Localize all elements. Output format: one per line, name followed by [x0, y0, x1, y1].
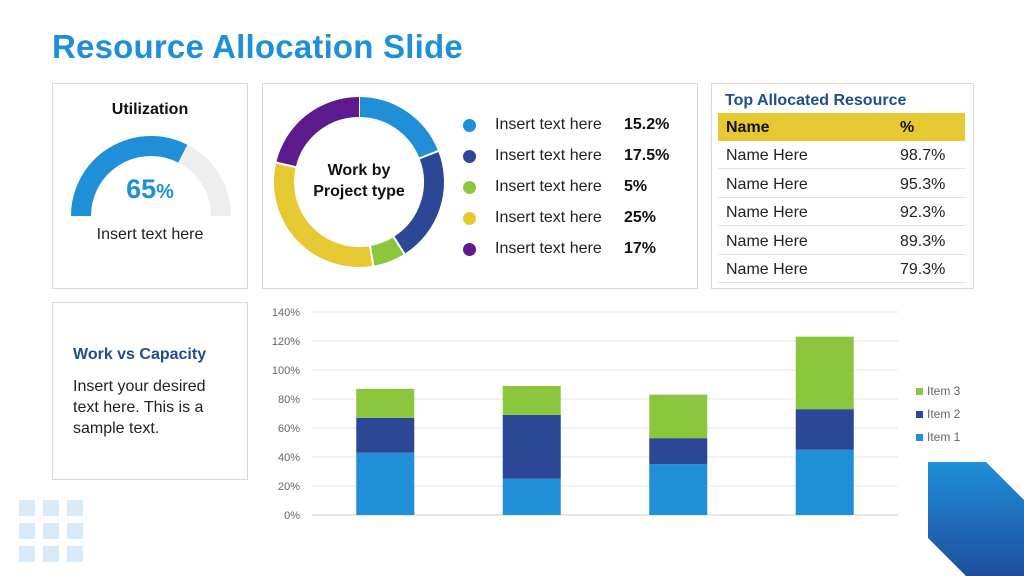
legend-label: Insert text here [495, 178, 602, 195]
legend-value: 17% [624, 240, 657, 257]
bar-segment-item-1 [649, 464, 708, 515]
work-capacity-chart: 0% 20% 40% 60% 80% 100% 120% 140% Item 3 Item 2 It… [272, 307, 961, 522]
top-allocated-title: Top Allocated Resource [725, 92, 907, 109]
header-name: Name [726, 119, 770, 136]
utilization-gauge [71, 136, 231, 217]
table-row: Name Here 92.3% [718, 198, 965, 226]
donut-separator [392, 235, 406, 256]
bar-segment-item-3 [795, 336, 854, 410]
resource-name: Name Here [726, 204, 808, 221]
slide-title: Resource Allocation Slide [52, 28, 463, 65]
resource-pct: 98.7% [900, 147, 946, 164]
resource-name: Name Here [726, 147, 808, 164]
work-vs-capacity-card: Work vs Capacity Insert your desired tex… [52, 302, 248, 480]
chart-legend-label: Item 1 [927, 430, 961, 444]
utilization-caption: Insert text here [96, 226, 204, 243]
legend-item-5: Insert text here 17% [463, 238, 656, 260]
y-tick-label: 140% [272, 307, 300, 319]
donut-slice-5 [276, 97, 360, 168]
y-tick-label: 80% [278, 394, 300, 406]
utilization-card: Utilization 65% Insert text here [52, 83, 248, 289]
top-allocated-header: Name % [718, 113, 965, 141]
legend-label: Insert text here [495, 209, 602, 226]
work-vs-capacity-title: Work vs Capacity [73, 346, 207, 363]
resource-pct: 79.3% [900, 261, 946, 278]
decorative-corner [928, 462, 1024, 576]
donut-center-label: Work by Project type [313, 162, 405, 200]
bar-segment-item-2 [502, 414, 561, 479]
donut-separator [368, 244, 375, 267]
chart-legend-swatch [916, 434, 923, 441]
chart-legend-label: Item 2 [927, 407, 961, 421]
legend-dot [463, 180, 476, 194]
y-tick-label: 120% [272, 336, 300, 348]
bar-segment-item-1 [502, 478, 561, 515]
resource-name: Name Here [726, 175, 808, 193]
resource-pct: 92.3% [900, 204, 946, 221]
legend-item-3: Insert text here 5% [463, 176, 647, 198]
legend-dot [463, 242, 476, 256]
utilization-value: 65% [126, 174, 174, 204]
donut-separator [275, 161, 297, 169]
bar-segment-item-2 [795, 409, 854, 450]
table-row: Name Here 98.7% [718, 141, 965, 169]
bar-segment-item-1 [795, 449, 854, 515]
donut-slice-2 [393, 151, 444, 254]
donut-slice-3 [369, 236, 405, 266]
y-tick-label: 40% [278, 452, 300, 464]
donut-slice-4 [274, 162, 374, 267]
utilization-gauge-fill [71, 136, 188, 217]
y-tick-label: 60% [278, 423, 300, 435]
bar-segment-item-3 [649, 394, 708, 439]
legend-dot [463, 211, 476, 225]
legend-dot [463, 118, 476, 132]
legend-item-1: Insert text here 15.2% [463, 114, 669, 136]
legend-item-2: Insert text here 17.5% [463, 145, 669, 167]
chart-legend-label: Item 3 [927, 384, 961, 398]
table-row: Name Here 79.3% [718, 255, 965, 283]
resource-pct: 95.3% [900, 175, 946, 193]
legend-dot [463, 149, 476, 163]
donut-separator [418, 149, 440, 160]
y-tick-label: 0% [284, 510, 300, 522]
project-type-donut [274, 96, 444, 267]
bar-segment-item-2 [356, 417, 415, 453]
header-pct: % [900, 119, 915, 136]
top-allocated-card: Top Allocated Resource Name % Name Here 9… [711, 83, 974, 289]
bar-segment-item-3 [502, 385, 561, 415]
legend-label: Insert text here [495, 147, 602, 164]
bar-segment-item-2 [649, 438, 708, 465]
legend-value: 5% [624, 178, 648, 195]
work-by-project-card: Work by Project type Insert text here 15.… [262, 83, 698, 289]
legend-label: Insert text here [495, 116, 602, 133]
resource-pct: 89.3% [900, 232, 946, 250]
bar-segment-item-1 [356, 452, 415, 515]
chart-legend-swatch [916, 411, 923, 418]
chart-legend-swatch [916, 388, 923, 395]
y-tick-label: 100% [272, 365, 300, 377]
resource-name: Name Here [726, 261, 808, 278]
legend-value: 15.2% [624, 116, 670, 133]
legend-item-4: Insert text here 25% [463, 207, 656, 229]
work-vs-capacity-text: Insert your desired text here. This is a… [73, 378, 206, 437]
utilization-title: Utilization [111, 101, 189, 118]
table-row: Name Here 89.3% [718, 227, 965, 255]
donut-slice-1 [358, 97, 439, 159]
table-row: Name Here 95.3% [718, 170, 965, 198]
legend-label: Insert text here [495, 240, 602, 257]
legend-value: 25% [624, 209, 657, 226]
bar-segment-item-3 [356, 388, 415, 418]
legend-value: 17.5% [624, 147, 670, 164]
resource-name: Name Here [726, 232, 808, 250]
y-tick-label: 20% [278, 481, 300, 493]
